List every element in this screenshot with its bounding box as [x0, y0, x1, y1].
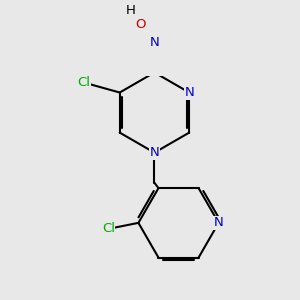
Text: N: N: [184, 86, 194, 99]
Text: Cl: Cl: [102, 222, 115, 236]
Text: O: O: [135, 18, 146, 31]
Text: N: N: [150, 36, 159, 49]
Text: H: H: [125, 4, 135, 17]
Text: N: N: [150, 146, 159, 159]
Text: Cl: Cl: [77, 76, 90, 89]
Text: N: N: [214, 216, 224, 230]
